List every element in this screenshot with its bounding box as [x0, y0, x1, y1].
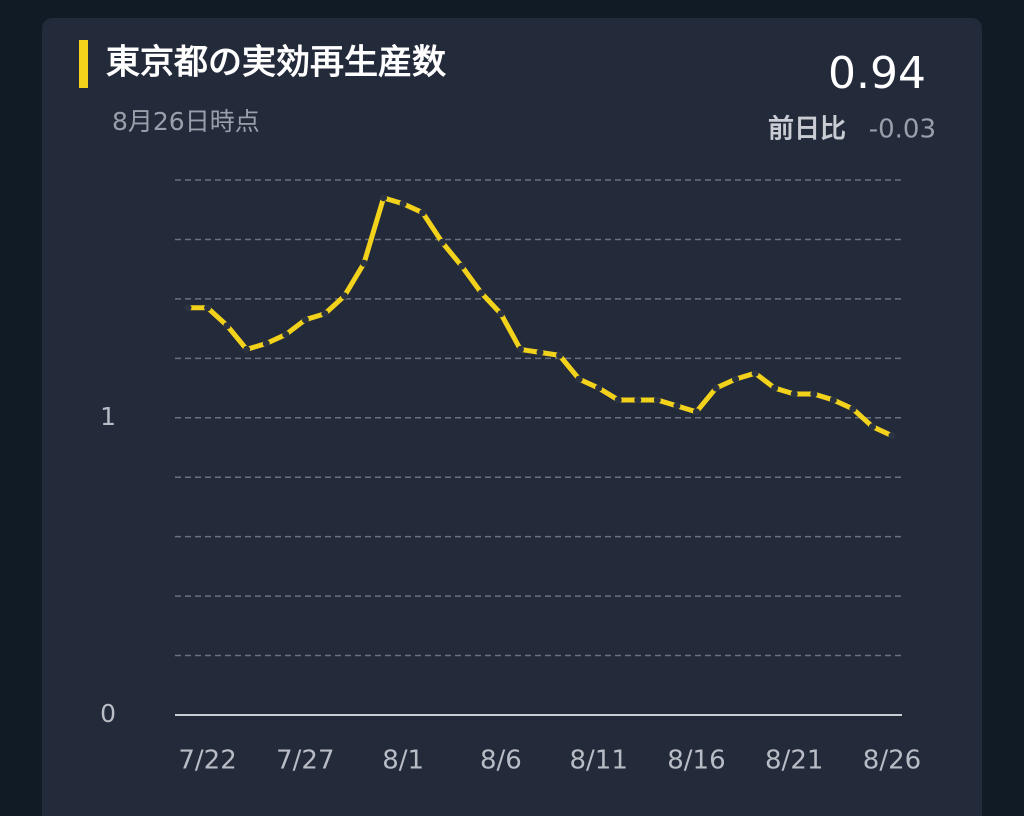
change-label: 前日比 [768, 114, 846, 145]
data-point [732, 375, 740, 383]
data-point [868, 423, 876, 431]
data-point [556, 351, 564, 359]
series-line [185, 195, 895, 439]
data-point [771, 384, 779, 392]
data-point [262, 339, 270, 347]
data-point [829, 396, 837, 404]
data-point [595, 384, 603, 392]
data-point [888, 432, 896, 440]
data-point [399, 200, 407, 208]
chart-title: 東京都の実効再生産数 [106, 43, 446, 83]
data-point [458, 262, 466, 270]
change-value: -0.03 [869, 115, 936, 145]
data-point [282, 331, 290, 339]
data-point [321, 310, 329, 318]
data-point [360, 259, 368, 267]
y-tick-label: 1 [100, 402, 116, 431]
data-point [419, 209, 427, 217]
x-tick-label: 8/6 [480, 746, 522, 776]
data-point [634, 396, 642, 404]
x-tick-label: 8/1 [382, 746, 424, 776]
data-point [204, 304, 212, 312]
data-point [790, 390, 798, 398]
data-point [614, 396, 622, 404]
data-point [380, 194, 388, 202]
data-point [536, 348, 544, 356]
data-point [751, 369, 759, 377]
x-tick-label: 7/22 [178, 746, 236, 776]
data-point [849, 405, 857, 413]
data-point [497, 310, 505, 318]
y-tick-label: 0 [100, 699, 116, 728]
data-point [223, 322, 231, 330]
x-tick-label: 8/21 [765, 746, 823, 776]
x-tick-label: 8/11 [569, 746, 627, 776]
latest-value: 0.94 [828, 48, 926, 99]
data-point [653, 396, 661, 404]
data-point [692, 408, 700, 416]
data-point [243, 345, 251, 353]
data-point [810, 390, 818, 398]
data-point [575, 375, 583, 383]
data-point [184, 304, 192, 312]
data-point [340, 292, 348, 300]
data-point [438, 238, 446, 246]
data-point [673, 402, 681, 410]
data-point [477, 289, 485, 297]
x-tick-label: 8/26 [863, 746, 921, 776]
data-point [516, 345, 524, 353]
x-tick-label: 7/27 [276, 746, 334, 776]
data-point [712, 384, 720, 392]
subtitle: 8月26日時点 [112, 107, 260, 136]
data-point [301, 316, 309, 324]
x-tick-label: 8/16 [667, 746, 725, 776]
card [42, 18, 982, 816]
title-accent [79, 40, 88, 88]
